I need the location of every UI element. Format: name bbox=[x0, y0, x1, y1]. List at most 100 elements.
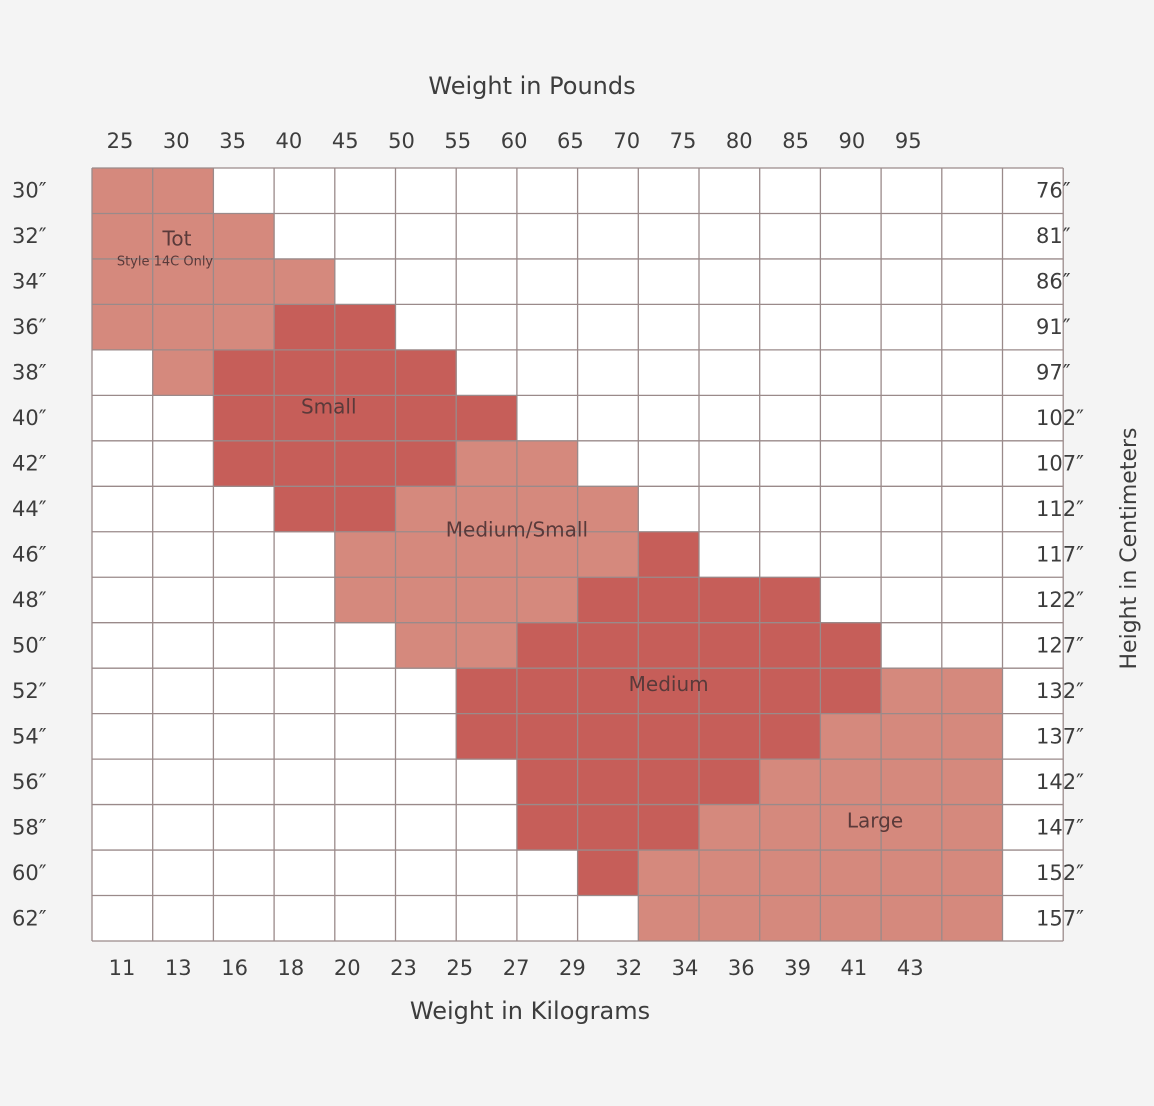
cell-large bbox=[941, 713, 1003, 760]
cell-medium bbox=[516, 622, 579, 669]
cell-large bbox=[941, 804, 1003, 851]
height-cm-label: 97″ bbox=[1036, 361, 1071, 385]
height-inch-label: 60″ bbox=[12, 861, 47, 885]
cell-tot bbox=[213, 258, 275, 305]
cell-medium-small bbox=[516, 577, 579, 624]
cell-medium-small bbox=[274, 258, 336, 305]
kilogram-tick-label: 16 bbox=[221, 956, 248, 980]
height-inch-label: 38″ bbox=[12, 361, 47, 385]
kilogram-tick-label: 29 bbox=[559, 956, 586, 980]
cell-tot bbox=[152, 349, 214, 396]
pounds-tick-label: 40 bbox=[276, 129, 303, 153]
cell-tot bbox=[92, 258, 154, 305]
height-inch-label: 44″ bbox=[12, 497, 47, 521]
height-cm-label: 117″ bbox=[1036, 542, 1084, 566]
cell-small bbox=[334, 304, 396, 351]
cell-medium bbox=[577, 668, 639, 715]
kilogram-tick-label: 41 bbox=[841, 956, 868, 980]
region-label-tot: Tot bbox=[162, 226, 192, 250]
cell-small bbox=[395, 349, 457, 396]
cell-medium bbox=[638, 759, 700, 806]
cell-medium-small bbox=[456, 622, 518, 669]
region-label-medium-small: Medium/Small bbox=[446, 517, 588, 541]
cell-medium-small bbox=[516, 531, 579, 578]
cell-medium bbox=[638, 531, 700, 578]
pounds-tick-label: 95 bbox=[895, 129, 922, 153]
cell-small bbox=[274, 395, 336, 442]
pounds-tick-label: 25 bbox=[107, 129, 134, 153]
pounds-tick-label: 80 bbox=[726, 129, 753, 153]
region-label-medium: Medium bbox=[629, 672, 709, 696]
height-cm-label: 132″ bbox=[1036, 679, 1084, 703]
cell-large bbox=[881, 713, 943, 760]
cell-small bbox=[274, 349, 336, 396]
cell-large bbox=[820, 895, 882, 942]
cell-medium bbox=[577, 622, 639, 669]
cell-medium-small bbox=[334, 577, 396, 624]
cell-medium bbox=[638, 804, 700, 851]
cell-medium bbox=[759, 668, 821, 715]
cell-tot bbox=[213, 304, 275, 351]
height-cm-label: 142″ bbox=[1036, 770, 1084, 794]
cell-medium bbox=[638, 577, 700, 624]
cell-medium-small bbox=[395, 486, 457, 533]
cell-small bbox=[274, 486, 336, 533]
cell-small bbox=[334, 486, 396, 533]
height-inch-label: 46″ bbox=[12, 542, 47, 566]
region-label-large: Large bbox=[847, 808, 903, 832]
cell-medium bbox=[699, 577, 761, 624]
height-cm-label: 152″ bbox=[1036, 861, 1084, 885]
height-inch-label: 56″ bbox=[12, 770, 47, 794]
cell-large bbox=[881, 804, 943, 851]
kilogram-tick-label: 36 bbox=[728, 956, 755, 980]
cell-medium-small bbox=[456, 531, 518, 578]
top-axis-title: Weight in Pounds bbox=[428, 72, 635, 100]
pounds-tick-label: 85 bbox=[782, 129, 809, 153]
kilogram-tick-label: 18 bbox=[278, 956, 305, 980]
cell-medium bbox=[638, 713, 700, 760]
height-cm-label: 76″ bbox=[1036, 179, 1071, 203]
cell-medium bbox=[699, 668, 761, 715]
cell-medium bbox=[638, 668, 700, 715]
kilogram-tick-label: 39 bbox=[784, 956, 811, 980]
cell-small bbox=[334, 395, 396, 442]
pounds-tick-label: 60 bbox=[501, 129, 528, 153]
cell-medium bbox=[577, 713, 639, 760]
cell-medium-small bbox=[456, 486, 518, 533]
pounds-tick-label: 35 bbox=[219, 129, 246, 153]
cell-large bbox=[941, 668, 1003, 715]
cell-large bbox=[881, 895, 943, 942]
height-inch-label: 40″ bbox=[12, 406, 47, 430]
cell-medium bbox=[516, 713, 579, 760]
cell-small bbox=[334, 440, 396, 487]
cell-large bbox=[699, 850, 761, 897]
cell-medium-small bbox=[456, 440, 518, 487]
cell-medium-small bbox=[395, 531, 457, 578]
height-inch-label: 58″ bbox=[12, 815, 47, 839]
cell-medium bbox=[577, 850, 639, 897]
kilogram-tick-label: 23 bbox=[390, 956, 417, 980]
right-axis-title: Height in Centimeters bbox=[1117, 428, 1142, 670]
cell-medium-small bbox=[456, 577, 518, 624]
pounds-tick-label: 55 bbox=[444, 129, 471, 153]
cell-medium-small bbox=[395, 622, 457, 669]
cell-small bbox=[213, 395, 275, 442]
cell-tot bbox=[92, 304, 154, 351]
height-cm-label: 147″ bbox=[1036, 815, 1084, 839]
cell-tot bbox=[152, 258, 214, 305]
cell-medium bbox=[456, 713, 518, 760]
cell-medium bbox=[699, 759, 761, 806]
cell-large bbox=[941, 850, 1003, 897]
height-inch-label: 54″ bbox=[12, 724, 47, 748]
cell-large bbox=[699, 804, 761, 851]
cell-large bbox=[638, 850, 700, 897]
kilogram-tick-label: 20 bbox=[334, 956, 361, 980]
pounds-tick-label: 75 bbox=[670, 129, 697, 153]
cell-large bbox=[881, 850, 943, 897]
kilogram-tick-label: 43 bbox=[897, 956, 924, 980]
height-inch-label: 36″ bbox=[12, 315, 47, 339]
cell-large bbox=[638, 895, 700, 942]
height-inch-label: 42″ bbox=[12, 452, 47, 476]
